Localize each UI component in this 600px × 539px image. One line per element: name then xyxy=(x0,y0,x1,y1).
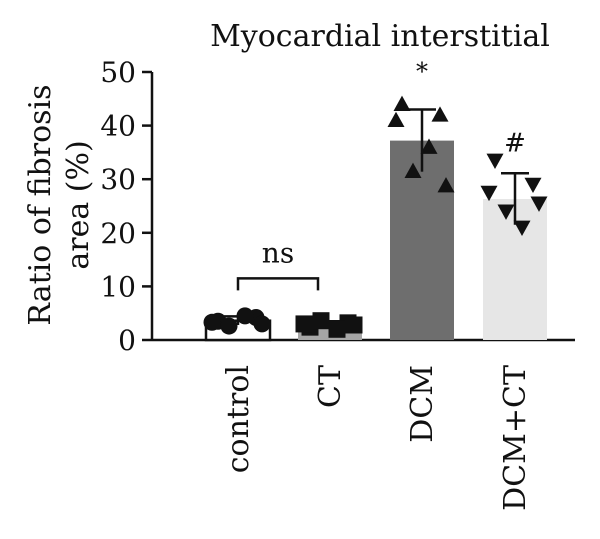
y-tick-label: 50 xyxy=(100,56,136,89)
significance-marker: # xyxy=(504,128,526,158)
data-point xyxy=(236,307,254,325)
data-point xyxy=(328,320,346,338)
ns-label: ns xyxy=(262,236,294,269)
significance-marker: * xyxy=(416,58,428,86)
y-tick-label: 40 xyxy=(100,110,136,143)
data-point xyxy=(203,313,221,331)
y-tick-label: 0 xyxy=(118,324,136,357)
ns-bracket xyxy=(236,277,320,291)
data-point xyxy=(404,162,422,178)
data-point xyxy=(220,317,238,335)
x-tick-label: CT xyxy=(313,365,348,408)
data-point xyxy=(524,177,542,194)
data-point xyxy=(312,312,330,330)
data-point xyxy=(513,220,531,236)
data-point xyxy=(387,111,405,128)
y-tick-label: 30 xyxy=(100,163,136,196)
data-point xyxy=(486,153,504,169)
x-tick-label: DCM xyxy=(405,365,440,443)
data-point xyxy=(295,315,313,333)
bar-dcm xyxy=(390,140,454,340)
data-point xyxy=(530,196,548,212)
y-axis-label-line2: area (%) xyxy=(61,140,96,269)
data-point xyxy=(431,106,449,122)
data-point xyxy=(420,138,438,154)
y-tick-label: 20 xyxy=(100,217,136,250)
data-point xyxy=(480,185,498,202)
y-axis-label-line1: Ratio of fibrosis xyxy=(23,84,58,325)
data-point xyxy=(437,177,455,193)
data-point xyxy=(345,316,363,334)
y-tick-label: 10 xyxy=(100,270,136,303)
data-point xyxy=(393,95,411,111)
plot-area: 0 10 20 30 40 50 * # ns control CT DCM DCM+CT xyxy=(100,56,575,511)
data-point xyxy=(253,315,271,333)
chart-title: Myocardial interstitial xyxy=(210,19,550,54)
data-point xyxy=(497,204,515,220)
x-tick-label: control xyxy=(221,365,256,473)
x-tick-label: DCM+CT xyxy=(498,365,533,511)
